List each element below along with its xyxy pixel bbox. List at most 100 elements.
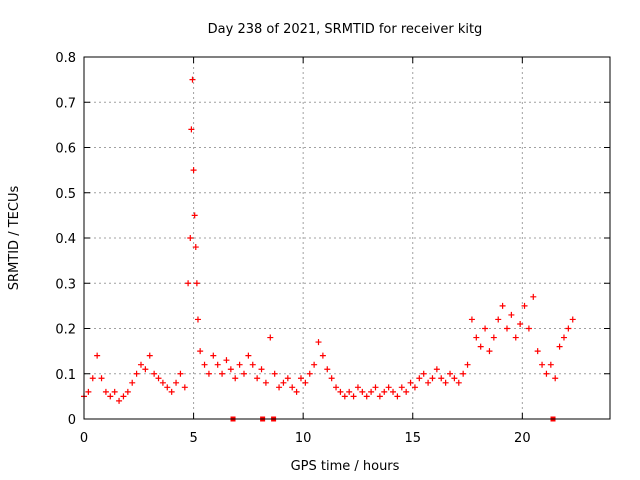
data-point xyxy=(188,126,195,133)
data-point xyxy=(552,375,559,382)
data-point xyxy=(503,325,510,332)
y-tick-label: 0.4 xyxy=(55,232,76,247)
data-point xyxy=(116,397,123,404)
data-point xyxy=(455,379,462,386)
data-point xyxy=(191,212,198,219)
data-point xyxy=(205,370,212,377)
data-point xyxy=(324,366,331,373)
data-point xyxy=(512,334,519,341)
grid xyxy=(84,57,610,419)
data-point xyxy=(133,370,140,377)
data-point xyxy=(337,388,344,395)
data-point xyxy=(420,370,427,377)
data-point xyxy=(289,384,296,391)
data-point xyxy=(94,352,101,359)
data-point xyxy=(376,393,383,400)
y-tick-label: 0.6 xyxy=(55,142,76,157)
data-point xyxy=(155,375,162,382)
data-point xyxy=(245,352,252,359)
data-point xyxy=(319,352,326,359)
data-point xyxy=(210,352,217,359)
data-point xyxy=(429,375,436,382)
data-point xyxy=(486,348,493,355)
data-point xyxy=(102,388,109,395)
data-point xyxy=(240,370,247,377)
data-point xyxy=(433,366,440,373)
data-point xyxy=(407,379,414,386)
data-point xyxy=(194,316,201,323)
data-point xyxy=(468,316,475,323)
data-point xyxy=(276,384,283,391)
data-point xyxy=(368,388,375,395)
data-point xyxy=(111,388,118,395)
y-axis-label: SRMTID / TECUs xyxy=(7,186,22,291)
data-point xyxy=(129,379,136,386)
data-point xyxy=(442,379,449,386)
data-point xyxy=(411,384,418,391)
data-point xyxy=(177,370,184,377)
data-point xyxy=(142,366,149,373)
data-point xyxy=(85,388,92,395)
data-point xyxy=(185,280,192,287)
data-point xyxy=(565,325,572,332)
data-point xyxy=(223,357,230,364)
x-tick-label: 20 xyxy=(514,431,531,446)
data-point xyxy=(280,379,287,386)
data-point xyxy=(398,384,405,391)
data-point xyxy=(190,167,197,174)
data-point xyxy=(482,325,489,332)
data-point xyxy=(192,244,199,251)
data-point xyxy=(262,379,269,386)
data-point xyxy=(293,388,300,395)
data-point xyxy=(232,375,239,382)
y-tick-label: 0.5 xyxy=(55,187,76,202)
x-tick-label: 15 xyxy=(404,431,421,446)
data-point xyxy=(539,361,546,368)
data-point xyxy=(508,311,515,318)
y-tick-label: 0.2 xyxy=(55,323,76,338)
data-point xyxy=(107,393,114,400)
data-point xyxy=(556,343,563,350)
data-point xyxy=(227,366,234,373)
data-point xyxy=(569,316,576,323)
data-point xyxy=(267,334,274,341)
data-point xyxy=(350,393,357,400)
data-point xyxy=(297,375,304,382)
data-point xyxy=(137,361,144,368)
y-tick-label: 0.3 xyxy=(55,277,76,292)
data-point xyxy=(159,379,166,386)
data-point xyxy=(438,375,445,382)
data-point xyxy=(521,302,528,309)
data-point xyxy=(89,375,96,382)
data-point xyxy=(346,388,353,395)
y-tick-label: 0.1 xyxy=(55,368,76,383)
data-point xyxy=(306,370,313,377)
data-point xyxy=(189,76,196,83)
data-points xyxy=(81,76,576,422)
data-point xyxy=(354,384,361,391)
y-tick-label: 0.8 xyxy=(55,51,76,66)
data-point xyxy=(425,379,432,386)
data-point xyxy=(173,379,180,386)
data-point xyxy=(403,388,410,395)
x-tick-label: 0 xyxy=(80,431,88,446)
data-point xyxy=(495,316,502,323)
data-point xyxy=(547,361,554,368)
data-point xyxy=(385,384,392,391)
data-point xyxy=(249,361,256,368)
data-point xyxy=(381,388,388,395)
data-point xyxy=(193,280,200,287)
data-point xyxy=(464,361,471,368)
data-point xyxy=(530,293,537,300)
x-tick-label: 10 xyxy=(295,431,312,446)
data-point xyxy=(390,388,397,395)
data-point xyxy=(341,393,348,400)
data-point xyxy=(214,361,221,368)
data-point xyxy=(124,388,131,395)
data-point xyxy=(359,388,366,395)
data-point xyxy=(254,375,261,382)
data-point xyxy=(164,384,171,391)
plot-frame xyxy=(83,56,611,420)
data-point xyxy=(394,393,401,400)
